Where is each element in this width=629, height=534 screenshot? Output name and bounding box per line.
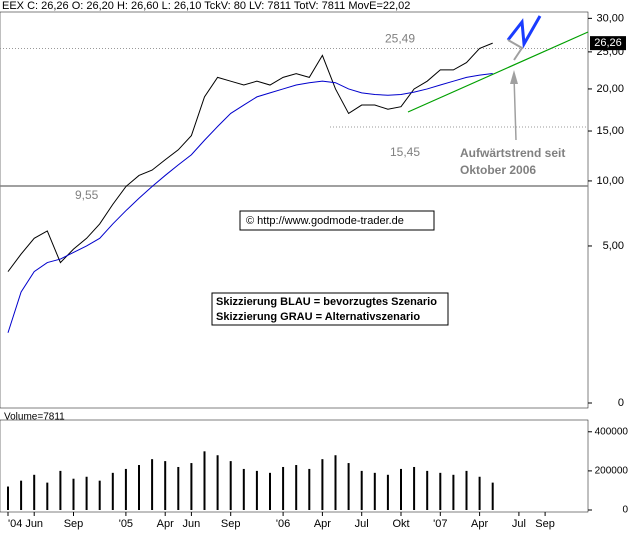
volume-bar (7, 486, 9, 510)
volume-tick-label: 200000 (595, 466, 629, 477)
volume-bar (465, 470, 468, 510)
series-line (7, 42, 493, 272)
arrow (513, 75, 517, 141)
x-tick-label: Sep (535, 518, 555, 530)
volume-bar (439, 472, 442, 510)
volume-bar (203, 451, 206, 510)
x-tick-label: '05 (119, 518, 133, 530)
series-line (7, 72, 493, 333)
x-tick-label: '06 (276, 518, 290, 530)
copyright-box (239, 210, 435, 231)
volume-bar (386, 474, 389, 510)
last-price-label: 26,26 (594, 37, 622, 49)
volume-bar (282, 466, 285, 510)
volume-bar (98, 480, 101, 510)
volume-bar (295, 465, 298, 510)
volume-bar (124, 468, 127, 510)
y-tick-label: 5,00 (603, 240, 624, 252)
blue-sketch (506, 15, 542, 49)
volume-bar (111, 472, 114, 510)
volume-bar (216, 455, 219, 510)
y-tick-label: 20,00 (596, 83, 624, 95)
volume-tick-label: 400000 (595, 426, 629, 437)
x-tick-label: Jul (355, 518, 369, 530)
x-tick-label: Apr (157, 518, 174, 530)
volume-bar (72, 478, 75, 510)
x-tick-label: Jul (512, 518, 526, 530)
note: Skizzierung BLAU = bevorzugtes Szenario (216, 296, 437, 308)
volume-tick-label: 0 (622, 505, 628, 516)
annotation: Oktober 2006 (460, 163, 536, 177)
volume-bar (452, 474, 455, 510)
level-label: 25,49 (385, 32, 415, 46)
volume-bar (334, 455, 337, 510)
volume-bar (255, 470, 258, 510)
volume-bar (373, 472, 376, 510)
y-tick-label: 10,00 (596, 175, 624, 187)
trend-line (407, 31, 589, 113)
price-panel (0, 11, 589, 409)
x-tick-label: Sep (64, 518, 84, 530)
note: Skizzierung GRAU = Alternativszenario (216, 311, 420, 323)
volume-bar (46, 482, 49, 510)
y-tick-label: 0 (618, 397, 624, 409)
copyright: © http://www.godmode-trader.de (246, 215, 404, 227)
x-tick-label: Okt (392, 518, 409, 530)
volume-bar (321, 459, 324, 510)
volume-panel (0, 419, 589, 513)
volume-bar (33, 474, 36, 510)
volume-bar (491, 482, 494, 510)
x-tick-label: '07 (433, 518, 447, 530)
volume-bar (478, 476, 481, 510)
volume-label: Volume=7811 (4, 412, 65, 423)
volume-bar (413, 466, 416, 510)
header: EEX C: 26,26 O: 26,20 H: 26,60 L: 26,10 … (2, 0, 410, 12)
level-label: 9,55 (75, 188, 99, 202)
volume-bar (138, 465, 140, 510)
volume-bar (151, 459, 154, 510)
volume-bar (177, 466, 180, 510)
level-label: 15,45 (390, 145, 420, 159)
volume-bar (190, 463, 193, 510)
volume-bar (229, 461, 232, 510)
volume-bar (20, 480, 23, 510)
x-tick-label: Apr (314, 518, 331, 530)
x-tick-label: '04 (8, 518, 22, 530)
legend-box (211, 292, 449, 326)
volume-bar (269, 472, 271, 510)
x-tick-label: Jun (183, 518, 201, 530)
last-price-box (590, 36, 626, 51)
annotation: Aufwärtstrend seit (460, 146, 565, 160)
volume-bar (426, 470, 429, 510)
volume-bar (360, 470, 363, 510)
volume-bar (347, 463, 350, 510)
volume-bar (59, 470, 62, 510)
volume-bar (164, 461, 167, 510)
volume-bar (308, 468, 311, 510)
volume-bar (400, 468, 402, 510)
volume-bar (85, 476, 88, 510)
x-tick-label: Apr (471, 518, 488, 530)
y-tick-label: 30,00 (596, 12, 624, 24)
x-tick-label: Sep (221, 518, 241, 530)
y-tick-label: 15,00 (596, 125, 624, 137)
x-tick-label: Jun (25, 518, 43, 530)
arrow-head (510, 70, 518, 84)
volume-bar (242, 468, 245, 510)
